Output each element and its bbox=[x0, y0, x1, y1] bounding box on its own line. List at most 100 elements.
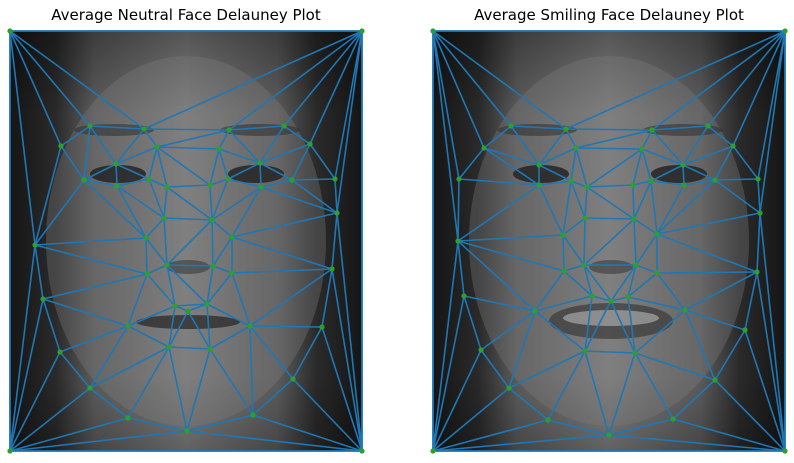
triangulation-edge bbox=[641, 148, 652, 182]
triangulation-edge bbox=[9, 351, 61, 452]
triangulation-edge bbox=[249, 325, 323, 328]
landmark-point bbox=[258, 184, 264, 190]
triangulation-edge bbox=[584, 350, 610, 436]
landmark-point bbox=[359, 448, 365, 454]
landmark-point bbox=[681, 182, 687, 188]
triangulation-edge bbox=[227, 162, 261, 180]
triangulation-edge bbox=[632, 184, 635, 220]
triangulation-edge bbox=[584, 350, 636, 354]
triangulation-edge bbox=[651, 125, 709, 131]
landmark-point bbox=[632, 350, 638, 356]
triangulation-edge bbox=[591, 295, 612, 302]
landmark-point bbox=[589, 293, 595, 299]
triangulation-edge bbox=[89, 125, 145, 130]
triangulation-edge bbox=[432, 349, 482, 452]
triangulation-edge bbox=[156, 146, 211, 186]
landmark-point bbox=[536, 162, 542, 168]
triangulation-edge bbox=[656, 179, 716, 235]
triangulation-edge bbox=[259, 162, 293, 181]
triangulation-edge bbox=[34, 237, 147, 246]
landmark-point bbox=[332, 176, 338, 182]
triangulation-edge bbox=[252, 378, 294, 416]
triangulation-edge bbox=[586, 184, 634, 188]
triangulation-edge bbox=[336, 212, 363, 452]
triangulation-edge bbox=[563, 264, 585, 272]
triangulation-edge bbox=[209, 148, 220, 186]
triangulation-edge bbox=[34, 244, 44, 300]
landmark-point bbox=[649, 127, 655, 133]
triangulation-edge bbox=[656, 184, 685, 235]
triangulation-edge bbox=[115, 146, 158, 165]
triangulation-edge bbox=[231, 186, 262, 238]
triangulation-edge bbox=[608, 434, 786, 452]
triangulation-edge bbox=[9, 298, 44, 452]
triangulation-edge bbox=[9, 387, 91, 452]
triangulation-edge bbox=[163, 217, 213, 221]
triangulation-edge bbox=[457, 234, 564, 242]
triangulation-edge bbox=[291, 143, 311, 181]
triangulation-edge bbox=[586, 186, 635, 220]
triangulation-edge bbox=[562, 234, 565, 272]
landmark-point bbox=[58, 143, 64, 149]
triangulation-edge bbox=[432, 30, 485, 149]
triangulation-edge bbox=[211, 186, 262, 221]
triangulation-edge bbox=[60, 145, 85, 181]
triangulation-edge bbox=[457, 240, 536, 312]
triangulation-edge bbox=[583, 264, 612, 302]
triangulation-edge bbox=[291, 179, 338, 214]
landmark-point bbox=[290, 376, 296, 382]
triangulation-edge bbox=[259, 125, 285, 164]
triangulation-edge bbox=[682, 164, 716, 181]
triangulation-edge bbox=[584, 186, 588, 219]
landmark-point bbox=[225, 176, 231, 182]
triangulation-edge bbox=[60, 125, 91, 147]
triangulation-edge bbox=[633, 218, 658, 235]
triangulation-edge bbox=[732, 30, 786, 147]
landmark-point bbox=[166, 344, 172, 350]
landmark-point bbox=[32, 242, 38, 248]
triangulation-edge bbox=[563, 270, 593, 297]
triangulation-edge bbox=[565, 128, 577, 149]
triangulation-edge bbox=[547, 350, 586, 421]
landmark-point bbox=[712, 377, 718, 383]
triangulation-edge bbox=[228, 125, 285, 131]
smiling-face-panel: Average Smiling Face Delauney Plot bbox=[430, 0, 788, 463]
landmark-point bbox=[172, 303, 178, 309]
triangulation-edge bbox=[249, 268, 333, 327]
triangulation-edge bbox=[206, 272, 233, 305]
landmark-point bbox=[755, 176, 761, 182]
landmark-points bbox=[7, 28, 365, 454]
triangulation-edge bbox=[228, 129, 261, 164]
triangulation-edge bbox=[127, 273, 148, 327]
triangulation-edge bbox=[562, 180, 572, 236]
triangulation-edge bbox=[59, 325, 129, 353]
triangulation-edge bbox=[148, 178, 165, 219]
triangulation-edge bbox=[292, 378, 363, 452]
triangulation-edge bbox=[146, 273, 176, 307]
triangulation-edge bbox=[575, 129, 653, 149]
landmark-point bbox=[161, 215, 167, 221]
triangulation-edge bbox=[744, 271, 758, 331]
landmark-point bbox=[226, 127, 232, 133]
landmark-point bbox=[630, 182, 636, 188]
landmark-point bbox=[680, 162, 686, 168]
triangulation-edge bbox=[148, 178, 168, 188]
triangulation-edge bbox=[83, 179, 118, 187]
triangulation-edge bbox=[59, 351, 91, 389]
triangulation-edge bbox=[534, 270, 565, 312]
landmark-point bbox=[257, 160, 263, 166]
triangulation-edge bbox=[334, 30, 363, 180]
triangulation-edge bbox=[309, 143, 336, 180]
triangulation-edge bbox=[209, 348, 254, 416]
triangulation-edge bbox=[115, 163, 150, 180]
triangulation-edge bbox=[714, 329, 746, 381]
triangulation-edge bbox=[458, 178, 540, 186]
triangulation-edge bbox=[9, 30, 62, 147]
triangulation-edge bbox=[575, 147, 643, 150]
triangulation-edge bbox=[672, 379, 716, 420]
landmark-point bbox=[536, 182, 542, 188]
triangulation-edge bbox=[283, 125, 311, 145]
triangulation-edge bbox=[218, 129, 230, 150]
landmark-point bbox=[7, 28, 13, 34]
triangulation-edge bbox=[759, 212, 786, 452]
